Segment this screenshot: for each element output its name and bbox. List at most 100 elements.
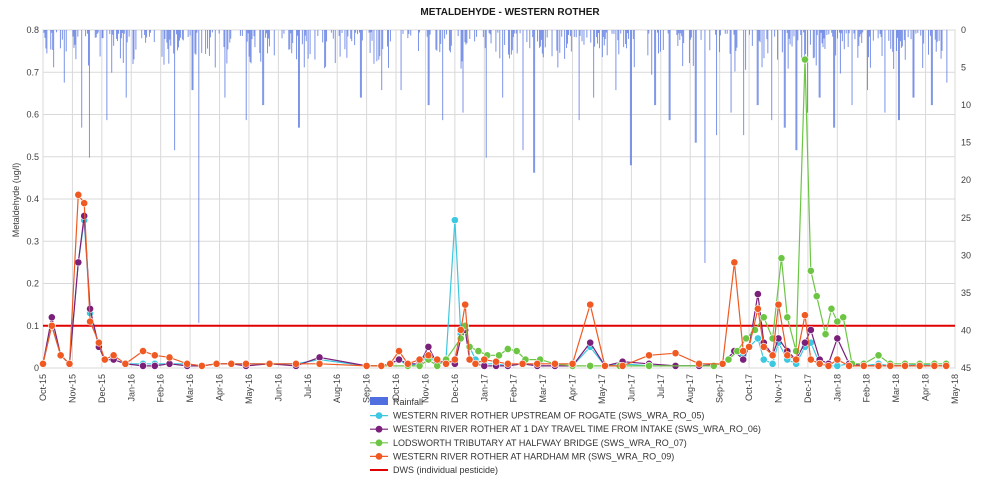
- legend-label: WESTERN RIVER ROTHER UPSTREAM OF ROGATE …: [393, 411, 704, 421]
- y-tick-label: 0.3: [26, 236, 39, 246]
- data-point: [150, 361, 159, 370]
- x-tick-label: Oct-15: [38, 374, 48, 401]
- data-point: [783, 351, 792, 360]
- y2-tick-label: 25: [961, 213, 971, 223]
- axes: Oct-15 Nov-15 Dec-15 Jan-16 Feb-16 Mar-16 Apr-…: [26, 25, 971, 404]
- legend-swatch-marker: [375, 412, 383, 419]
- series-3: [362, 55, 951, 370]
- data-point: [197, 361, 206, 370]
- data-point: [150, 351, 159, 360]
- data-point: [403, 359, 412, 368]
- y2-tick-label: 5: [961, 63, 966, 73]
- legend-swatch-marker: [375, 439, 383, 447]
- data-point: [450, 216, 459, 225]
- x-tick-label: Feb-17: [509, 374, 519, 403]
- y-tick-label: 0.8: [26, 25, 39, 35]
- data-point: [503, 345, 512, 353]
- x-tick-label: Dec-15: [97, 374, 107, 403]
- data-point: [100, 355, 109, 364]
- data-point: [495, 351, 503, 360]
- y-tick-label: 0.7: [26, 67, 39, 77]
- data-point: [461, 300, 470, 309]
- data-point: [450, 355, 459, 364]
- x-tick-label: May-17: [597, 374, 607, 404]
- data-point: [242, 359, 250, 368]
- data-point: [265, 359, 274, 368]
- data-point: [745, 342, 753, 351]
- data-point: [456, 326, 465, 334]
- data-point: [618, 361, 627, 370]
- data-point: [645, 351, 653, 360]
- data-point: [792, 355, 801, 364]
- x-tick-label: Nov-16: [420, 374, 430, 403]
- y2-tick-label: 40: [961, 325, 971, 335]
- legend-item: WESTERN RIVER ROTHER UPSTREAM OF ROGATE …: [370, 411, 704, 421]
- x-tick-label: May-16: [244, 374, 254, 404]
- x-tick-label: Aug-16: [332, 374, 342, 403]
- data-point: [183, 359, 192, 368]
- data-point: [827, 304, 836, 313]
- data-point: [586, 338, 595, 347]
- x-tick-label: Mar-18: [891, 374, 901, 403]
- y2-tick-label: 35: [961, 288, 971, 298]
- data-point: [80, 199, 89, 208]
- series-line: [366, 59, 947, 367]
- data-point: [742, 334, 751, 343]
- x-tick-label: May-18: [950, 374, 960, 404]
- data-point: [759, 355, 768, 364]
- data-point: [424, 342, 433, 351]
- data-point: [386, 359, 395, 368]
- data-point: [942, 361, 951, 370]
- data-point: [753, 334, 762, 343]
- x-tick-label: Jun-16: [273, 374, 283, 402]
- legend-label: Rainfall: [393, 397, 423, 407]
- data-point: [874, 361, 883, 370]
- data-point: [801, 338, 809, 347]
- data-point: [833, 317, 842, 326]
- data-point: [586, 361, 595, 370]
- data-point: [139, 347, 147, 355]
- data-point: [74, 190, 83, 199]
- series-4: [39, 190, 951, 370]
- data-point: [739, 347, 748, 355]
- y2-tick-label: 0: [961, 25, 966, 35]
- data-point: [845, 361, 853, 370]
- data-point: [753, 290, 762, 298]
- data-point: [395, 347, 403, 355]
- y2-tick-label: 30: [961, 250, 971, 260]
- legend-item: LODSWORTH TRIBUTARY AT HALFWAY BRIDGE (S…: [370, 438, 687, 448]
- data-point: [783, 313, 792, 322]
- x-tick-label: Sep-16: [362, 374, 372, 403]
- grid-lines: [42, 29, 956, 369]
- data-point: [777, 254, 786, 263]
- legend-label: WESTERN RIVER ROTHER AT 1 DAY TRAVEL TIM…: [393, 424, 761, 434]
- data-point: [533, 359, 542, 368]
- data-point: [806, 266, 815, 275]
- y-axis-label: Metaldehyde (ug/l): [11, 163, 21, 238]
- data-point: [74, 258, 83, 267]
- data-point: [930, 361, 939, 370]
- data-point: [465, 342, 474, 351]
- data-point: [227, 359, 236, 368]
- legend-label: DWS (individual pesticide): [393, 465, 498, 475]
- x-tick-label: Jun-17: [626, 374, 636, 402]
- x-tick-label: Oct-17: [744, 374, 754, 401]
- x-tick-label: Feb-16: [156, 374, 166, 403]
- data-point: [86, 317, 94, 326]
- data-point: [395, 355, 403, 364]
- data-point: [815, 359, 824, 368]
- y2-tick-label: 10: [961, 100, 971, 110]
- series-group: [39, 55, 951, 370]
- data-point: [568, 359, 577, 368]
- data-point: [109, 351, 118, 360]
- data-point: [433, 355, 442, 364]
- data-point: [806, 355, 815, 364]
- x-tick-label: Jan-17: [479, 374, 489, 402]
- legend-item: DWS (individual pesticide): [370, 465, 498, 475]
- data-point: [492, 357, 500, 366]
- x-tick-label: Jul-16: [303, 374, 313, 399]
- y-tick-label: 0.4: [26, 194, 39, 204]
- x-tick-label: Dec-17: [803, 374, 813, 403]
- data-point: [121, 359, 130, 368]
- series-1: [39, 216, 951, 370]
